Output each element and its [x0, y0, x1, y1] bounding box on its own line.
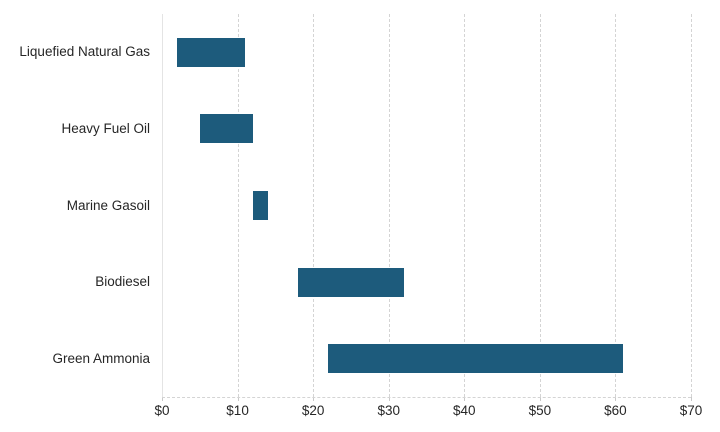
- category-label: Marine Gasoil: [66, 197, 150, 213]
- axis-tick: [539, 397, 541, 401]
- axis-tick: [464, 397, 466, 401]
- x-tick-label: $20: [301, 403, 325, 418]
- x-tick-label: $10: [226, 403, 249, 418]
- x-tick-label: $70: [679, 403, 703, 418]
- category-label: Green Ammonia: [52, 350, 150, 366]
- gridline: [237, 14, 239, 397]
- gridline: [388, 14, 390, 397]
- axis-tick: [162, 397, 163, 401]
- x-axis-line: [162, 397, 691, 398]
- range-bar: [328, 344, 623, 374]
- category-label: Heavy Fuel Oil: [61, 120, 150, 136]
- axis-tick: [691, 397, 692, 401]
- x-tick-label: $30: [377, 403, 400, 418]
- range-bar: [252, 191, 268, 220]
- axis-tick: [388, 397, 390, 401]
- gridline: [539, 14, 541, 397]
- category-label: Liquefied Natural Gas: [19, 44, 150, 60]
- range-bar: [177, 37, 246, 67]
- range-bar: [199, 114, 253, 144]
- zero-gridline: [162, 14, 163, 397]
- axis-tick: [615, 397, 617, 401]
- x-tick-label: $60: [604, 403, 627, 418]
- category-label: Biodiesel: [95, 274, 150, 290]
- gridline: [615, 14, 617, 397]
- axis-tick: [237, 397, 239, 401]
- gridline: [464, 14, 466, 397]
- range-bar: [298, 267, 404, 297]
- axis-tick: [313, 397, 315, 401]
- gridline: [691, 14, 692, 397]
- x-tick-label: $0: [154, 403, 170, 418]
- gridline: [313, 14, 315, 397]
- x-tick-label: $50: [528, 403, 552, 418]
- x-tick-label: $40: [453, 403, 476, 418]
